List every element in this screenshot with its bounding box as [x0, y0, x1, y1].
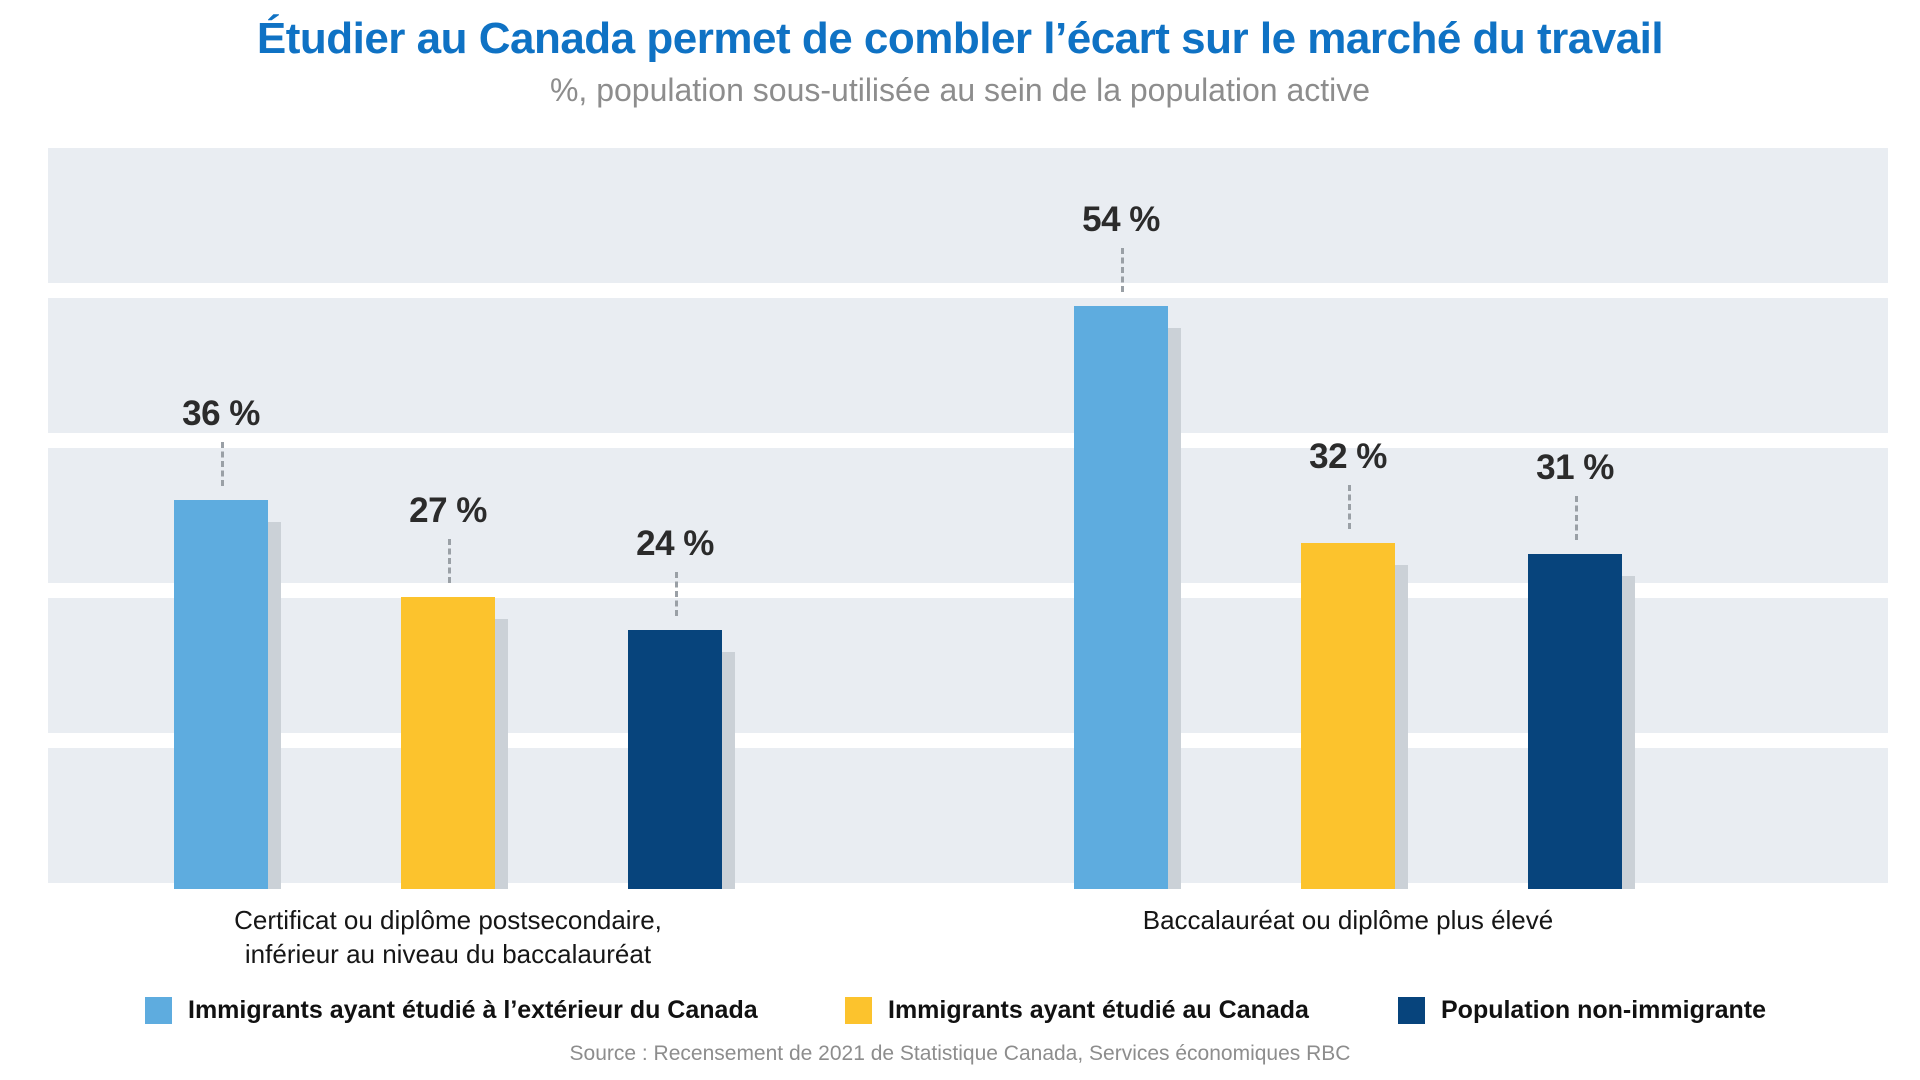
leader-line	[675, 572, 678, 616]
legend-swatch-icon	[1398, 997, 1425, 1024]
leader-line	[1121, 248, 1124, 292]
category-label-1: Certificat ou diplôme postsecondaire, inf…	[68, 903, 828, 971]
plot-area: 36 % 54 % 27 % 32 % 24 % 31 %	[48, 148, 1888, 889]
chart-title: Étudier au Canada permet de combler l’éc…	[256, 14, 1664, 63]
bar-2-2	[1301, 543, 1395, 889]
value-label: 27 %	[409, 491, 487, 530]
leader-line	[1348, 485, 1351, 529]
value-label: 54 %	[1082, 200, 1160, 239]
source-note: Source : Recensement de 2021 de Statisti…	[569, 1042, 1351, 1065]
leader-line	[448, 539, 451, 583]
chart-subtitle: %, population sous-utilisée au sein de l…	[549, 72, 1371, 108]
legend-item-1: Immigrants ayant étudié à l’extérieur du…	[145, 996, 758, 1025]
legend: Immigrants ayant étudié à l’extérieur du…	[0, 996, 1920, 1026]
leader-line	[221, 442, 224, 486]
category-label-2: Baccalauréat ou diplôme plus élevé	[968, 903, 1728, 937]
value-label: 24 %	[636, 524, 714, 563]
bar-2-1	[1074, 306, 1168, 889]
value-label: 31 %	[1536, 448, 1614, 487]
legend-label: Immigrants ayant étudié à l’extérieur du…	[188, 996, 758, 1024]
bar-2-3	[1528, 554, 1622, 889]
bar-1-1	[174, 500, 268, 889]
value-label: 36 %	[182, 394, 260, 433]
legend-swatch-icon	[845, 997, 872, 1024]
category-label-line: inférieur au niveau du baccalauréat	[244, 939, 652, 969]
legend-item-2: Immigrants ayant étudié au Canada	[845, 996, 1309, 1025]
bar-1-3	[628, 630, 722, 889]
category-label-line: Baccalauréat ou diplôme plus élevé	[1142, 905, 1554, 935]
legend-label: Population non-immigrante	[1441, 996, 1766, 1024]
legend-label: Immigrants ayant étudié au Canada	[888, 996, 1309, 1024]
bar-1-2	[401, 597, 495, 889]
category-label-line: Certificat ou diplôme postsecondaire,	[234, 905, 662, 935]
legend-item-3: Population non-immigrante	[1398, 996, 1766, 1025]
leader-line	[1575, 496, 1578, 540]
legend-swatch-icon	[145, 997, 172, 1024]
value-label: 32 %	[1309, 437, 1387, 476]
